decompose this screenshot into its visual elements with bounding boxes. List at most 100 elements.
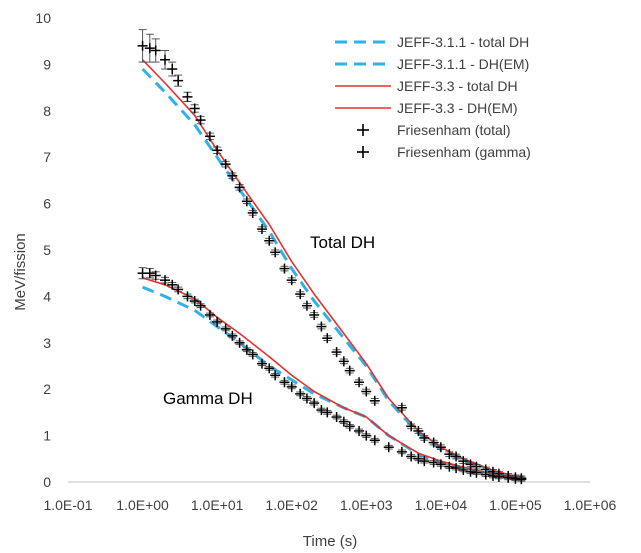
data-point — [212, 145, 223, 156]
data-point — [435, 442, 446, 453]
data-point — [144, 268, 155, 279]
data-point — [204, 131, 215, 142]
y-tick-label: 4 — [43, 288, 51, 304]
legend-label: Friesenham (gamma) — [397, 144, 531, 160]
legend-item-1: JEFF-3.1.1 - DH(EM) — [335, 56, 529, 72]
data-point — [270, 370, 281, 381]
data-point — [354, 425, 365, 436]
y-tick-labels: 0 1 2 3 4 5 6 7 8 9 10 — [35, 10, 51, 490]
data-point — [173, 74, 184, 87]
x-tick-label: 1.0E+06 — [564, 497, 617, 513]
y-tick-label: 1 — [43, 428, 51, 444]
data-point — [503, 472, 514, 483]
data-point — [150, 270, 161, 281]
data-point — [487, 470, 498, 481]
data-point — [182, 291, 193, 302]
y-tick-label: 7 — [43, 149, 51, 165]
y-tick-label: 5 — [43, 242, 51, 258]
x-tick-label: 1.0E+03 — [340, 497, 393, 513]
data-point — [257, 358, 268, 369]
data-point — [516, 474, 527, 485]
y-axis-title: MeV/fission — [12, 233, 29, 311]
x-tick-label: 1.0E+02 — [265, 497, 318, 513]
y-tick-label: 9 — [43, 56, 51, 72]
data-point — [279, 377, 290, 388]
data-point — [167, 61, 178, 77]
data-point — [344, 421, 355, 432]
data-point — [182, 91, 193, 103]
data-point — [279, 263, 290, 274]
x-tick-label: 1.0E+05 — [489, 497, 542, 513]
data-point — [173, 284, 184, 295]
data-point — [396, 402, 407, 413]
legend-label: Friesenham (total) — [397, 122, 511, 138]
data-point — [361, 386, 372, 397]
data-point — [204, 309, 215, 320]
legend-item-5: Friesenham (gamma) — [357, 144, 531, 160]
data-point — [160, 49, 171, 70]
data-point — [419, 432, 430, 443]
data-point — [241, 344, 252, 355]
legend-label: JEFF-3.3 - DH(EM) — [397, 100, 518, 116]
data-point — [344, 365, 355, 376]
data-point — [406, 421, 417, 432]
data-point — [160, 275, 171, 286]
data-point — [234, 337, 245, 348]
y-tick-label: 0 — [43, 474, 51, 490]
data-point — [309, 309, 320, 320]
data-point — [316, 321, 327, 332]
x-axis-title: Time (s) — [303, 533, 357, 550]
x-tick-label: 1.0E+00 — [116, 497, 169, 513]
data-point — [451, 451, 462, 462]
x-tick-labels: 1.0E-01 1.0E+00 1.0E+01 1.0E+02 1.0E+03 1.0E+… — [43, 497, 616, 513]
y-tick-label: 2 — [43, 381, 51, 397]
data-point — [322, 407, 333, 418]
annotation-total-dh: Total DH — [310, 233, 375, 252]
legend-item-0: JEFF-3.1.1 - total DH — [335, 34, 529, 50]
data-point — [220, 159, 231, 170]
data-point — [150, 38, 161, 63]
data-point — [493, 471, 504, 482]
data-point — [309, 398, 320, 409]
legend-item-4: Friesenham (total) — [357, 122, 511, 138]
data-point — [257, 224, 268, 235]
data-point — [227, 170, 238, 181]
annotation-gamma-dh: Gamma DH — [163, 389, 253, 408]
x-tick-label: 1.0E+04 — [415, 497, 468, 513]
y-tick-label: 8 — [43, 103, 51, 119]
data-point — [338, 356, 349, 367]
data-point — [286, 275, 297, 286]
x-tick-label: 1.0E-01 — [43, 497, 92, 513]
data-point — [189, 103, 200, 114]
data-point — [383, 442, 394, 453]
legend-label: JEFF-3.3 - total DH — [397, 78, 518, 94]
data-point — [338, 416, 349, 427]
data-point — [189, 296, 200, 307]
data-point — [195, 115, 206, 126]
data-point — [331, 347, 342, 358]
y-tick-label: 10 — [35, 10, 51, 26]
data-point — [361, 430, 372, 441]
legend: JEFF-3.1.1 - total DH JEFF-3.1.1 - DH(EM)… — [335, 34, 531, 160]
legend-item-2: JEFF-3.3 - total DH — [335, 78, 518, 94]
marker-layer — [137, 29, 527, 485]
data-point — [428, 437, 439, 448]
data-point — [270, 247, 281, 258]
data-point — [241, 196, 252, 207]
data-point — [331, 412, 342, 423]
data-point — [247, 349, 258, 360]
data-point — [137, 29, 148, 63]
data-point — [354, 377, 365, 388]
data-point — [295, 289, 306, 300]
data-point — [419, 456, 430, 467]
data-point — [322, 333, 333, 344]
data-point — [396, 446, 407, 457]
data-point — [144, 33, 155, 63]
data-point — [413, 425, 424, 436]
data-point — [465, 466, 476, 477]
data-point — [295, 388, 306, 399]
data-point — [234, 182, 245, 193]
data-point — [264, 363, 275, 374]
y-tick-label: 3 — [43, 335, 51, 351]
